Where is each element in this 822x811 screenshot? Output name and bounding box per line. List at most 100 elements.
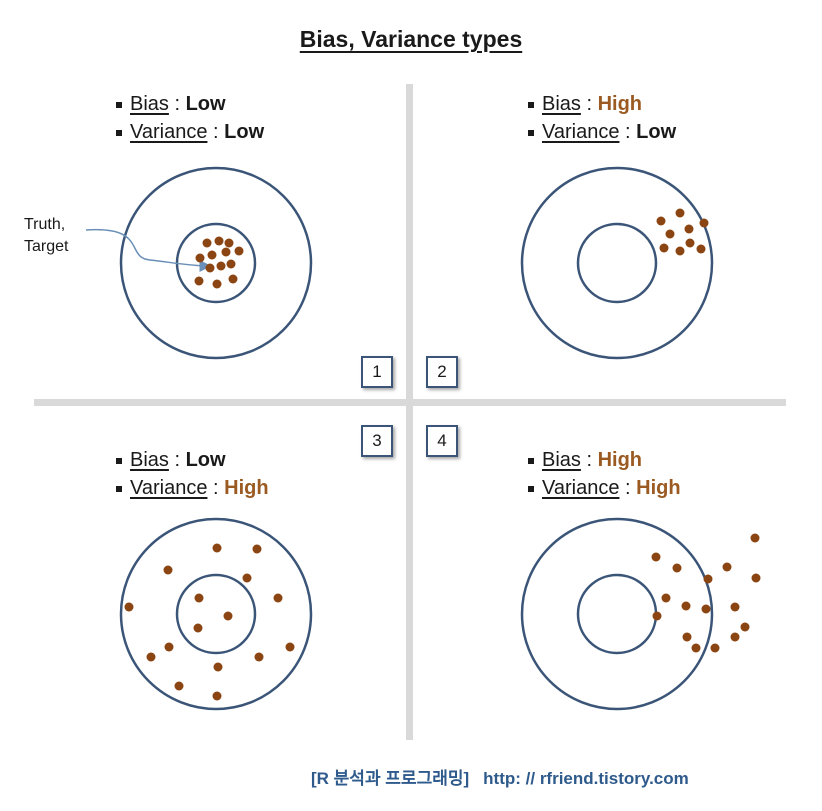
panel-3-shot — [254, 652, 264, 662]
variance-value: High — [224, 477, 269, 499]
truth-target-annotation: Truth, Target — [24, 214, 68, 258]
bullet-icon — [116, 485, 122, 492]
bias-label: Bias — [130, 449, 169, 471]
annotation-line-1: Truth, — [24, 216, 66, 233]
panel-3-shot — [223, 611, 233, 621]
panel-2-legend: Bias : High Variance : Low — [528, 90, 676, 146]
panel-4-number-badge: 4 — [426, 425, 458, 457]
panel-1-legend: Bias : Low Variance : Low — [116, 90, 264, 146]
panel-2-shot — [696, 244, 706, 254]
truth-arrow — [85, 228, 212, 272]
panel-1-shot — [194, 276, 204, 286]
bias-value: High — [597, 93, 643, 115]
panel-1-shot — [214, 236, 224, 246]
panel-4-shot — [691, 643, 701, 653]
panel-3-shot — [174, 681, 184, 691]
panel-4-shot — [681, 601, 691, 611]
bullet-icon — [528, 457, 534, 464]
panel-2-outer-ring — [520, 166, 714, 360]
panel-1-shot — [216, 261, 226, 271]
panel-2-number-badge: 2 — [426, 356, 458, 388]
bias-value: Low — [185, 93, 226, 115]
panel-4-inner-ring — [576, 573, 658, 655]
panel-2-shot — [675, 208, 685, 218]
panel-4-shot — [730, 632, 740, 642]
bullet-icon — [116, 101, 122, 108]
bias-label: Bias — [130, 93, 169, 115]
variance-label: Variance — [130, 477, 208, 499]
panel-4-outer-ring — [520, 517, 714, 711]
variance-value: High — [636, 477, 681, 499]
panel-4-shot — [730, 602, 740, 612]
panel-1-shot — [212, 279, 222, 289]
panel-4-shot — [701, 604, 711, 614]
panel-3-shot — [194, 593, 204, 603]
panel-4-shot — [682, 632, 692, 642]
panel-3-shot — [146, 652, 156, 662]
panel-2-shot — [656, 216, 666, 226]
diagram-title: Bias, Variance types — [299, 26, 523, 52]
panel-3-shot — [285, 642, 295, 652]
panel-1-shot — [195, 253, 205, 263]
panel-2-shot — [684, 224, 694, 234]
panel-1-outer-ring — [119, 166, 313, 360]
panel-4-shot — [740, 622, 750, 632]
panel-1-shot — [228, 274, 238, 284]
panel-3-shot — [164, 642, 174, 652]
variance-value: Low — [224, 121, 265, 143]
panel-4-shot — [750, 533, 760, 543]
panel-3-shot — [273, 593, 283, 603]
panel-2-shot — [665, 229, 675, 239]
panel-4-shot — [703, 574, 713, 584]
panel-4-shot — [661, 593, 671, 603]
panel-3-legend: Bias : Low Variance : High — [116, 446, 269, 502]
panel-3-shot — [212, 691, 222, 701]
panel-3-shot — [124, 602, 134, 612]
panel-3-shot — [242, 573, 252, 583]
panel-4-legend: Bias : High Variance : High — [528, 446, 681, 502]
panel-2-shot — [699, 218, 709, 228]
bias-label: Bias — [542, 449, 581, 471]
bullet-icon — [116, 457, 122, 464]
panel-3-inner-ring — [175, 573, 257, 655]
panel-1-shot — [221, 247, 231, 257]
bullet-icon — [528, 485, 534, 492]
bullet-icon — [528, 129, 534, 136]
variance-label: Variance — [130, 121, 208, 143]
panel-4-shot — [722, 562, 732, 572]
footer-url: http: // rfriend.tistory.com — [483, 769, 689, 788]
footer: [R 분석과 프로그래밍] http: // rfriend.tistory.co… — [311, 764, 689, 789]
panel-1-shot — [234, 246, 244, 256]
footer-blog-name: [R 분석과 프로그래밍] — [311, 769, 470, 788]
panel-3-shot — [252, 544, 262, 554]
panel-4-shot — [710, 643, 720, 653]
panel-1-shot — [226, 259, 236, 269]
panel-4-shot — [751, 573, 761, 583]
panel-3-outer-ring — [119, 517, 313, 711]
bias-label: Bias — [542, 93, 581, 115]
bullet-icon — [116, 129, 122, 136]
variance-label: Variance — [542, 121, 620, 143]
bias-value: High — [597, 449, 643, 471]
panel-3-number-badge: 3 — [361, 425, 393, 457]
panel-1-shot — [202, 238, 212, 248]
panel-4-shot — [652, 611, 662, 621]
panel-2-inner-ring — [576, 222, 658, 304]
panel-4-shot — [651, 552, 661, 562]
panel-1-inner-ring — [175, 222, 257, 304]
annotation-line-2: Target — [24, 238, 69, 255]
panel-4-shot — [672, 563, 682, 573]
panel-2-shot — [659, 243, 669, 253]
variance-label: Variance — [542, 477, 620, 499]
bullet-icon — [528, 101, 534, 108]
bias-value: Low — [185, 449, 226, 471]
vertical-divider — [406, 84, 413, 740]
panel-1-shot — [224, 238, 234, 248]
panel-2-shot — [685, 238, 695, 248]
panel-1-shot — [207, 250, 217, 260]
panel-3-shot — [193, 623, 203, 633]
panel-3-shot — [212, 543, 222, 553]
panel-2-shot — [675, 246, 685, 256]
variance-value: Low — [636, 121, 677, 143]
